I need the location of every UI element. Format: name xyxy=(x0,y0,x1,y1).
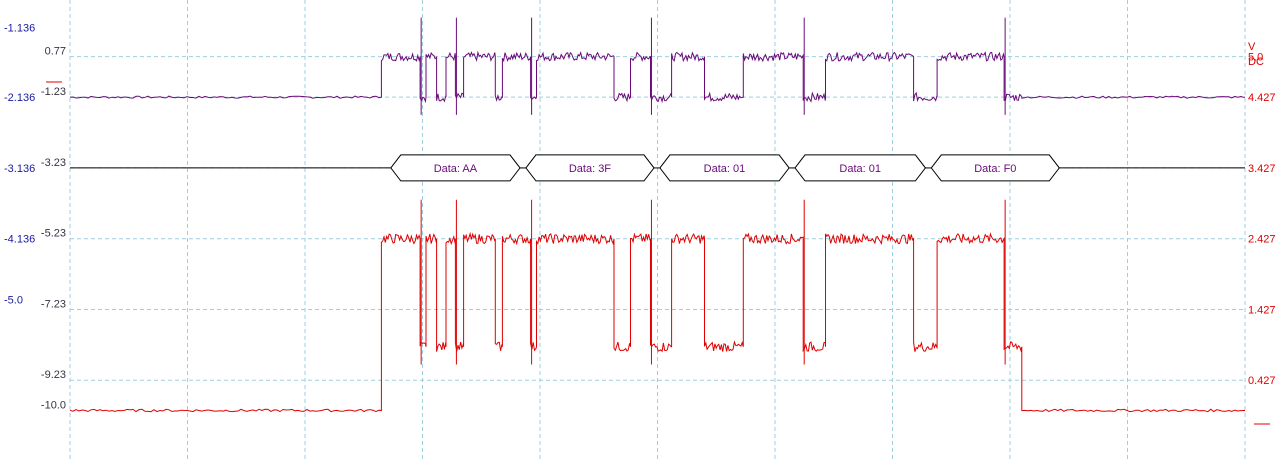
left-inner-tick: 0.77 xyxy=(45,46,66,58)
right-axis-tick: 3.427 xyxy=(1248,163,1276,175)
red-channel-trace xyxy=(69,231,1245,413)
grid-lines xyxy=(69,0,1246,460)
left-inner-tick: -9.23 xyxy=(41,369,66,381)
bus-packet-label: Data: 01 xyxy=(839,163,881,175)
right-axis-tick: 2.427 xyxy=(1248,234,1276,246)
traces xyxy=(69,17,1246,413)
left-inner-tick: -3.23 xyxy=(41,157,66,169)
left-outer-tick: -3.136 xyxy=(4,163,35,175)
right-axis-tick: 5.0 xyxy=(1248,52,1263,64)
bus-packet-label: Data: 01 xyxy=(704,163,746,175)
left-outer-tick: -4.136 xyxy=(4,234,35,246)
right-axis: 5.0 4.427 3.427 2.427 1.427 0.427 xyxy=(1248,52,1276,388)
bus-packet-label: Data: 3F xyxy=(569,163,611,175)
left-inner-tick: -7.23 xyxy=(41,298,66,310)
bus-packet xyxy=(794,154,927,182)
right-axis-tick: 1.427 xyxy=(1248,304,1276,316)
right-axis-tick: 0.427 xyxy=(1248,375,1276,387)
purple-channel-trace xyxy=(69,50,1246,104)
left-axis-outer: -1.136 -2.136 -3.136 -4.136 -5.0 xyxy=(4,23,35,307)
right-axis-unit: V xyxy=(1248,41,1256,53)
bus-packet-label: Data: AA xyxy=(434,163,478,175)
left-inner-tick: -1.23 xyxy=(41,86,66,98)
left-inner-tick: -5.23 xyxy=(41,228,66,240)
bus-packet-label: Data: F0 xyxy=(974,163,1016,175)
left-outer-tick: -1.136 xyxy=(4,23,35,35)
decode-bus: Data: AA Data: 3F Data: 01 Data: 01 Data: F0 xyxy=(70,154,1245,182)
bus-packet xyxy=(390,154,521,182)
left-outer-tick: -5.0 xyxy=(4,294,23,306)
bus-packet xyxy=(930,154,1060,182)
bus-packet xyxy=(659,154,790,182)
left-axis-inner: 0.77 -1.23 -3.23 -5.23 -7.23 -9.23 -10.0 xyxy=(41,46,66,412)
left-inner-tick: -10.0 xyxy=(41,399,66,411)
left-outer-tick: -2.136 xyxy=(4,92,35,104)
right-axis-tick: 4.427 xyxy=(1248,92,1276,104)
bus-packet xyxy=(525,154,655,182)
right-axis-coupling: DC xyxy=(1248,56,1264,68)
